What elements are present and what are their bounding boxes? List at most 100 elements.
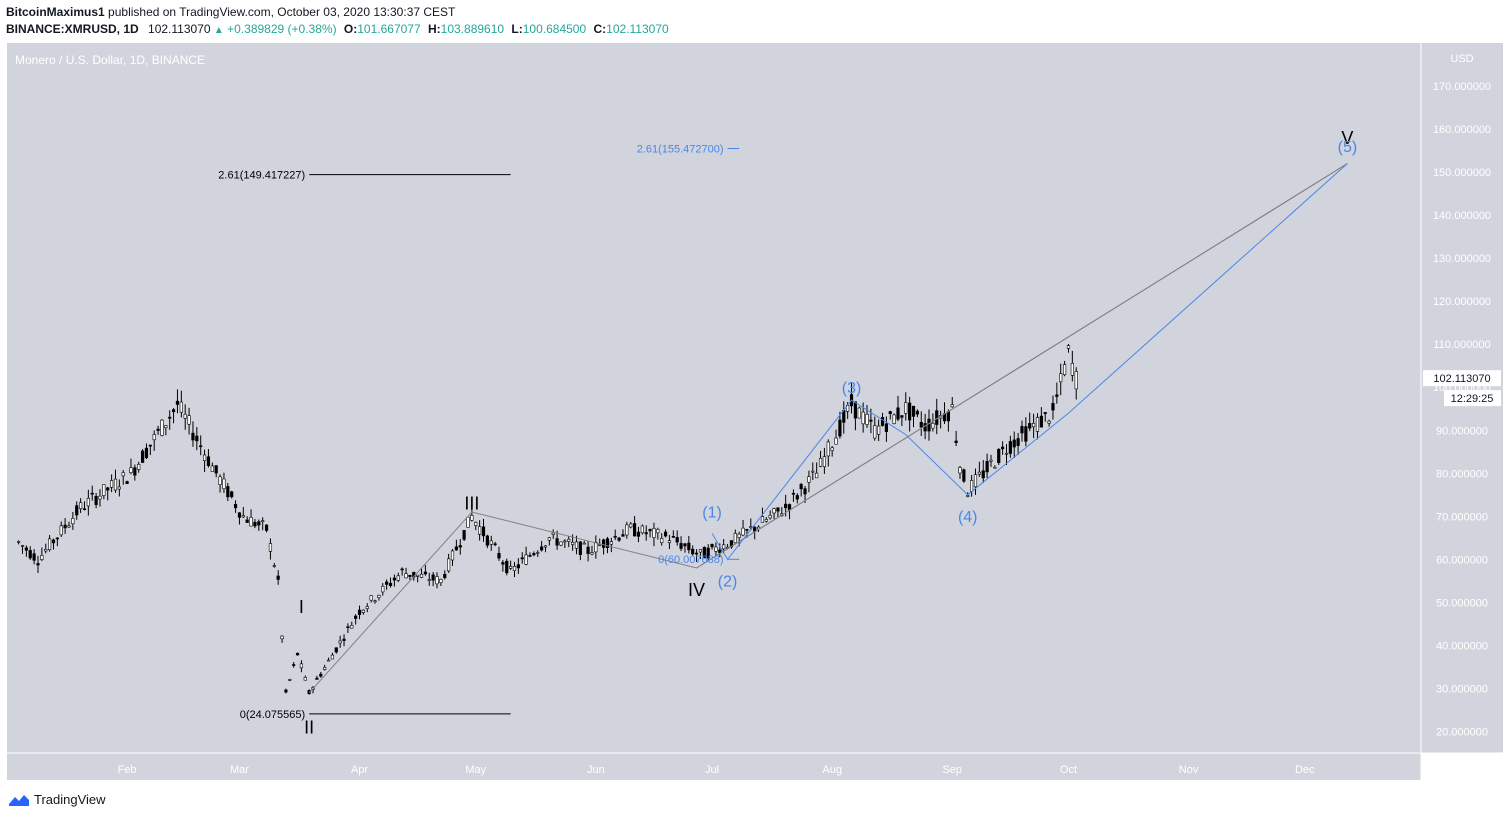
candle-body: [369, 595, 373, 601]
candle-body: [598, 544, 602, 546]
candle-body: [729, 540, 734, 548]
time-axis[interactable]: [7, 753, 1421, 780]
candle-body: [1016, 438, 1020, 446]
candle-body: [98, 495, 102, 500]
candle-body: [815, 472, 819, 479]
wave-label: (1): [702, 505, 722, 522]
candle-body: [435, 576, 439, 585]
published-text: published on TradingView.com, October 03…: [108, 5, 456, 19]
candle-body: [749, 526, 753, 529]
candle-body: [970, 480, 974, 492]
candle-body: [679, 543, 683, 549]
candle-body: [454, 546, 458, 551]
candle-body: [144, 447, 149, 459]
x-tick-label: Jun: [587, 764, 605, 776]
candle-body: [323, 667, 327, 670]
candle-body: [342, 638, 346, 641]
candle-body: [772, 508, 776, 514]
candle-body: [385, 581, 389, 585]
candle-body: [268, 543, 273, 552]
candle-body: [1039, 415, 1043, 428]
wave-label: 2.61(155.472700): [637, 143, 724, 155]
candle-body: [660, 537, 664, 543]
candle-body: [617, 537, 621, 541]
candle-body: [644, 532, 648, 535]
candle-body: [315, 677, 319, 680]
tradingview-logo[interactable]: TradingView: [8, 792, 106, 807]
candle-body: [869, 419, 873, 422]
candle-body: [737, 533, 741, 538]
candle-body: [71, 518, 75, 525]
candle-body: [1047, 420, 1051, 424]
candle-body: [536, 552, 540, 554]
candle-body: [396, 575, 400, 581]
candle-body: [694, 552, 699, 555]
candle-body: [288, 679, 292, 681]
candle-body: [1020, 426, 1024, 434]
candle-body: [470, 515, 474, 521]
x-tick-label: May: [465, 764, 486, 776]
candle-body: [722, 544, 726, 550]
x-tick-label: Dec: [1295, 764, 1315, 776]
wave-label: (4): [958, 509, 978, 526]
candle-body: [799, 484, 803, 490]
candle-body: [873, 425, 877, 439]
candle-body: [838, 419, 842, 437]
candle-body: [760, 516, 765, 523]
candle-body: [148, 444, 152, 447]
author-name[interactable]: BitcoinMaximus1: [6, 5, 105, 19]
candle-body: [319, 673, 323, 677]
candle-body: [931, 423, 935, 429]
candle-body: [520, 557, 524, 560]
wave-label: 0(24.075565): [240, 709, 305, 721]
candle-body: [1012, 439, 1016, 448]
y-tick-label: 80.000000: [1436, 468, 1488, 480]
candle-body: [466, 516, 470, 528]
candle-body: [613, 536, 617, 538]
candle-body: [51, 539, 56, 544]
candle-body: [710, 544, 714, 548]
candle-body: [512, 566, 517, 572]
candle-body: [408, 574, 412, 577]
candle-body: [330, 654, 335, 660]
candle-body: [357, 609, 362, 615]
wave-label: (2): [718, 573, 738, 590]
candle-body: [656, 529, 660, 534]
candle-body: [276, 575, 280, 580]
wave-lines: [308, 148, 1348, 715]
x-tick-label: Nov: [1179, 764, 1199, 776]
candle-body: [20, 545, 25, 547]
candle-body: [683, 543, 687, 547]
candle-body: [958, 467, 962, 474]
up-arrow-icon: ▲: [213, 25, 224, 36]
candle-body: [365, 606, 369, 609]
candle-body: [927, 418, 931, 432]
candle-body: [292, 664, 296, 666]
symbol-label: BINANCE:XMRUSD, 1D: [6, 22, 139, 36]
candle-body: [377, 594, 381, 598]
candle-body: [354, 615, 358, 619]
candle-body: [171, 409, 176, 413]
candle-body: [741, 527, 745, 536]
candle-body: [625, 524, 629, 536]
candle-body: [652, 528, 656, 538]
last-price-axis-label: 102.113070: [1433, 373, 1490, 385]
candle-body: [439, 579, 443, 583]
candle-body: [334, 647, 338, 653]
x-tick-label: Sep: [942, 764, 962, 776]
high-label: H:: [428, 22, 441, 36]
candle-body: [222, 478, 226, 490]
candle-body: [648, 529, 652, 532]
candle-body: [202, 454, 207, 461]
candle-body: [350, 625, 354, 629]
candle-body: [567, 539, 571, 542]
candle-body: [1004, 452, 1009, 455]
candle-body: [86, 498, 90, 507]
x-tick-labels: Feb Mar Apr May Jun Jul Aug Sep Oct Nov Dec: [118, 764, 1315, 776]
candle-body: [663, 531, 668, 537]
candle-body: [416, 574, 420, 577]
candle-body: [404, 573, 408, 579]
plot-area[interactable]: [7, 43, 1421, 753]
candle-body: [900, 415, 904, 418]
